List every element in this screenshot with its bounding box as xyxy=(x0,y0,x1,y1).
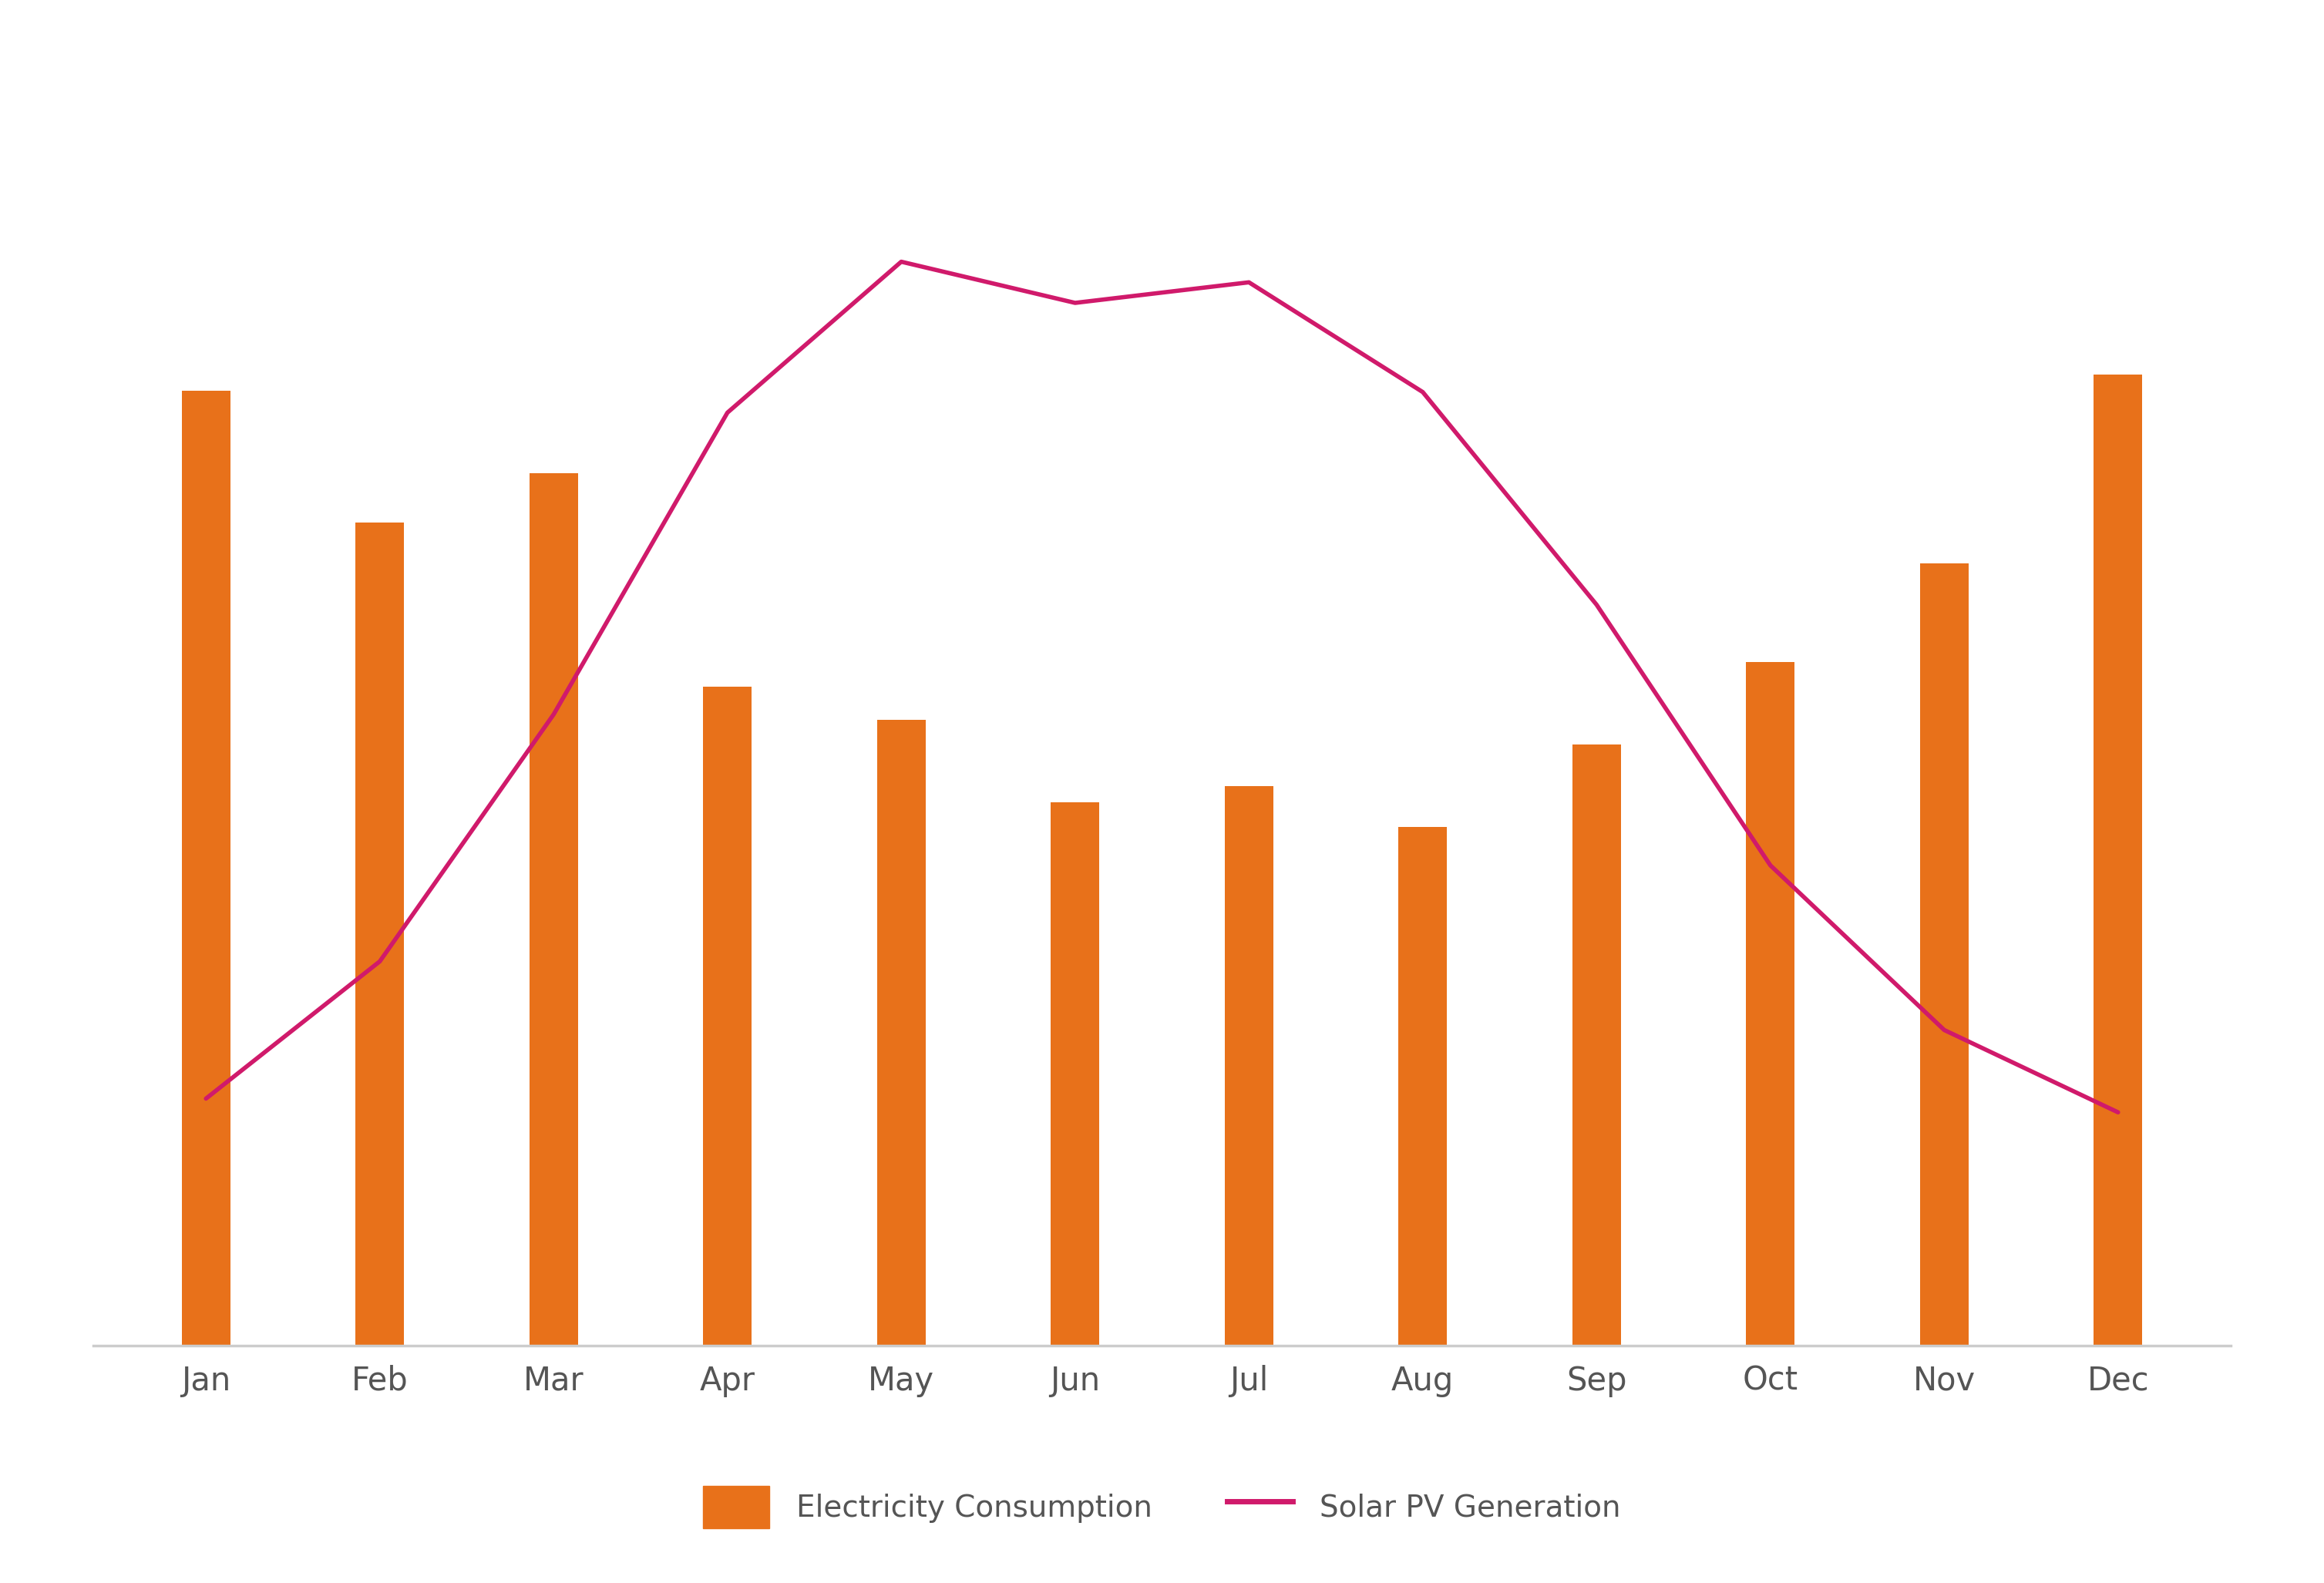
Bar xyxy=(530,473,579,1346)
Legend: Electricity Consumption, Solar PV Generation: Electricity Consumption, Solar PV Genera… xyxy=(704,1486,1620,1528)
Bar xyxy=(1920,564,1968,1346)
Bar xyxy=(704,687,751,1346)
Bar xyxy=(1399,826,1448,1346)
Bar xyxy=(181,391,230,1346)
Bar xyxy=(1050,803,1099,1346)
Bar xyxy=(1225,785,1274,1346)
Bar xyxy=(876,720,925,1346)
Bar xyxy=(1573,744,1620,1346)
Bar xyxy=(2094,374,2143,1346)
Bar xyxy=(1745,662,1794,1346)
Bar xyxy=(356,522,404,1346)
